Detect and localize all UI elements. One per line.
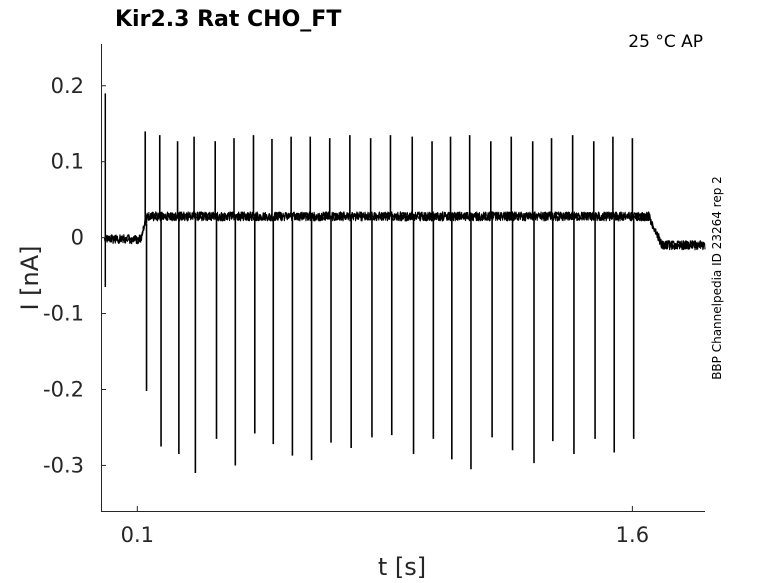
plot-area: 0.2 0.1 0 -0.1 -0.2 -0.3 0.1 1.6 xyxy=(43,44,706,547)
x-tick-label: 1.6 xyxy=(616,523,649,547)
y-tick-label: 0 xyxy=(71,226,84,250)
x-axis-label: t [s] xyxy=(378,553,426,581)
y-tick-label: -0.3 xyxy=(43,453,84,477)
x-axis-ticks: 0.1 1.6 xyxy=(121,506,649,547)
y-tick-label: 0.2 xyxy=(51,74,84,98)
y-tick-label: -0.2 xyxy=(43,378,84,402)
chart-title: Kir2.3 Rat CHO_FT xyxy=(115,7,341,32)
x-tick-label: 0.1 xyxy=(121,523,154,547)
y-tick-label: -0.1 xyxy=(43,302,84,326)
y-axis-ticks: 0.2 0.1 0 -0.1 -0.2 -0.3 xyxy=(43,74,106,477)
y-tick-label: 0.1 xyxy=(51,150,84,174)
y-axis-label: I [nA] xyxy=(16,245,44,310)
condition-label: 25 °C AP xyxy=(628,32,703,52)
current-trace-noise xyxy=(103,211,706,251)
trace-group xyxy=(103,93,706,474)
channelpedia-id-label: BBP Channelpedia ID 23264 rep 2 xyxy=(710,176,724,380)
